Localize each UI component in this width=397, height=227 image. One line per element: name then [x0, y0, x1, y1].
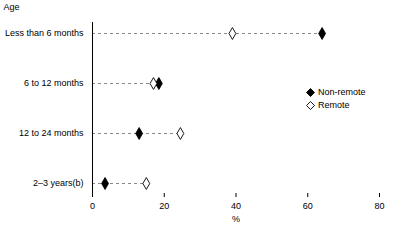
svg-text:%: % [232, 214, 240, 224]
html-text:Remote: Remote [318, 100, 350, 110]
svg-text:Age: Age [4, 2, 20, 12]
svg-text:80: 80 [374, 201, 384, 211]
svg-text:6 to 12 months: 6 to 12 months [24, 78, 84, 88]
svg-text:12 to 24 months: 12 to 24 months [19, 128, 84, 138]
svg-text:0: 0 [90, 201, 95, 211]
svg-text:Less than 6 months: Less than 6 months [5, 28, 84, 38]
svg-text:60: 60 [303, 201, 313, 211]
html-text:Non-remote: Non-remote [318, 87, 366, 97]
svg-text:20: 20 [159, 201, 169, 211]
svg-text:2–3 years(b): 2–3 years(b) [33, 178, 84, 188]
svg-text:40: 40 [231, 201, 241, 211]
